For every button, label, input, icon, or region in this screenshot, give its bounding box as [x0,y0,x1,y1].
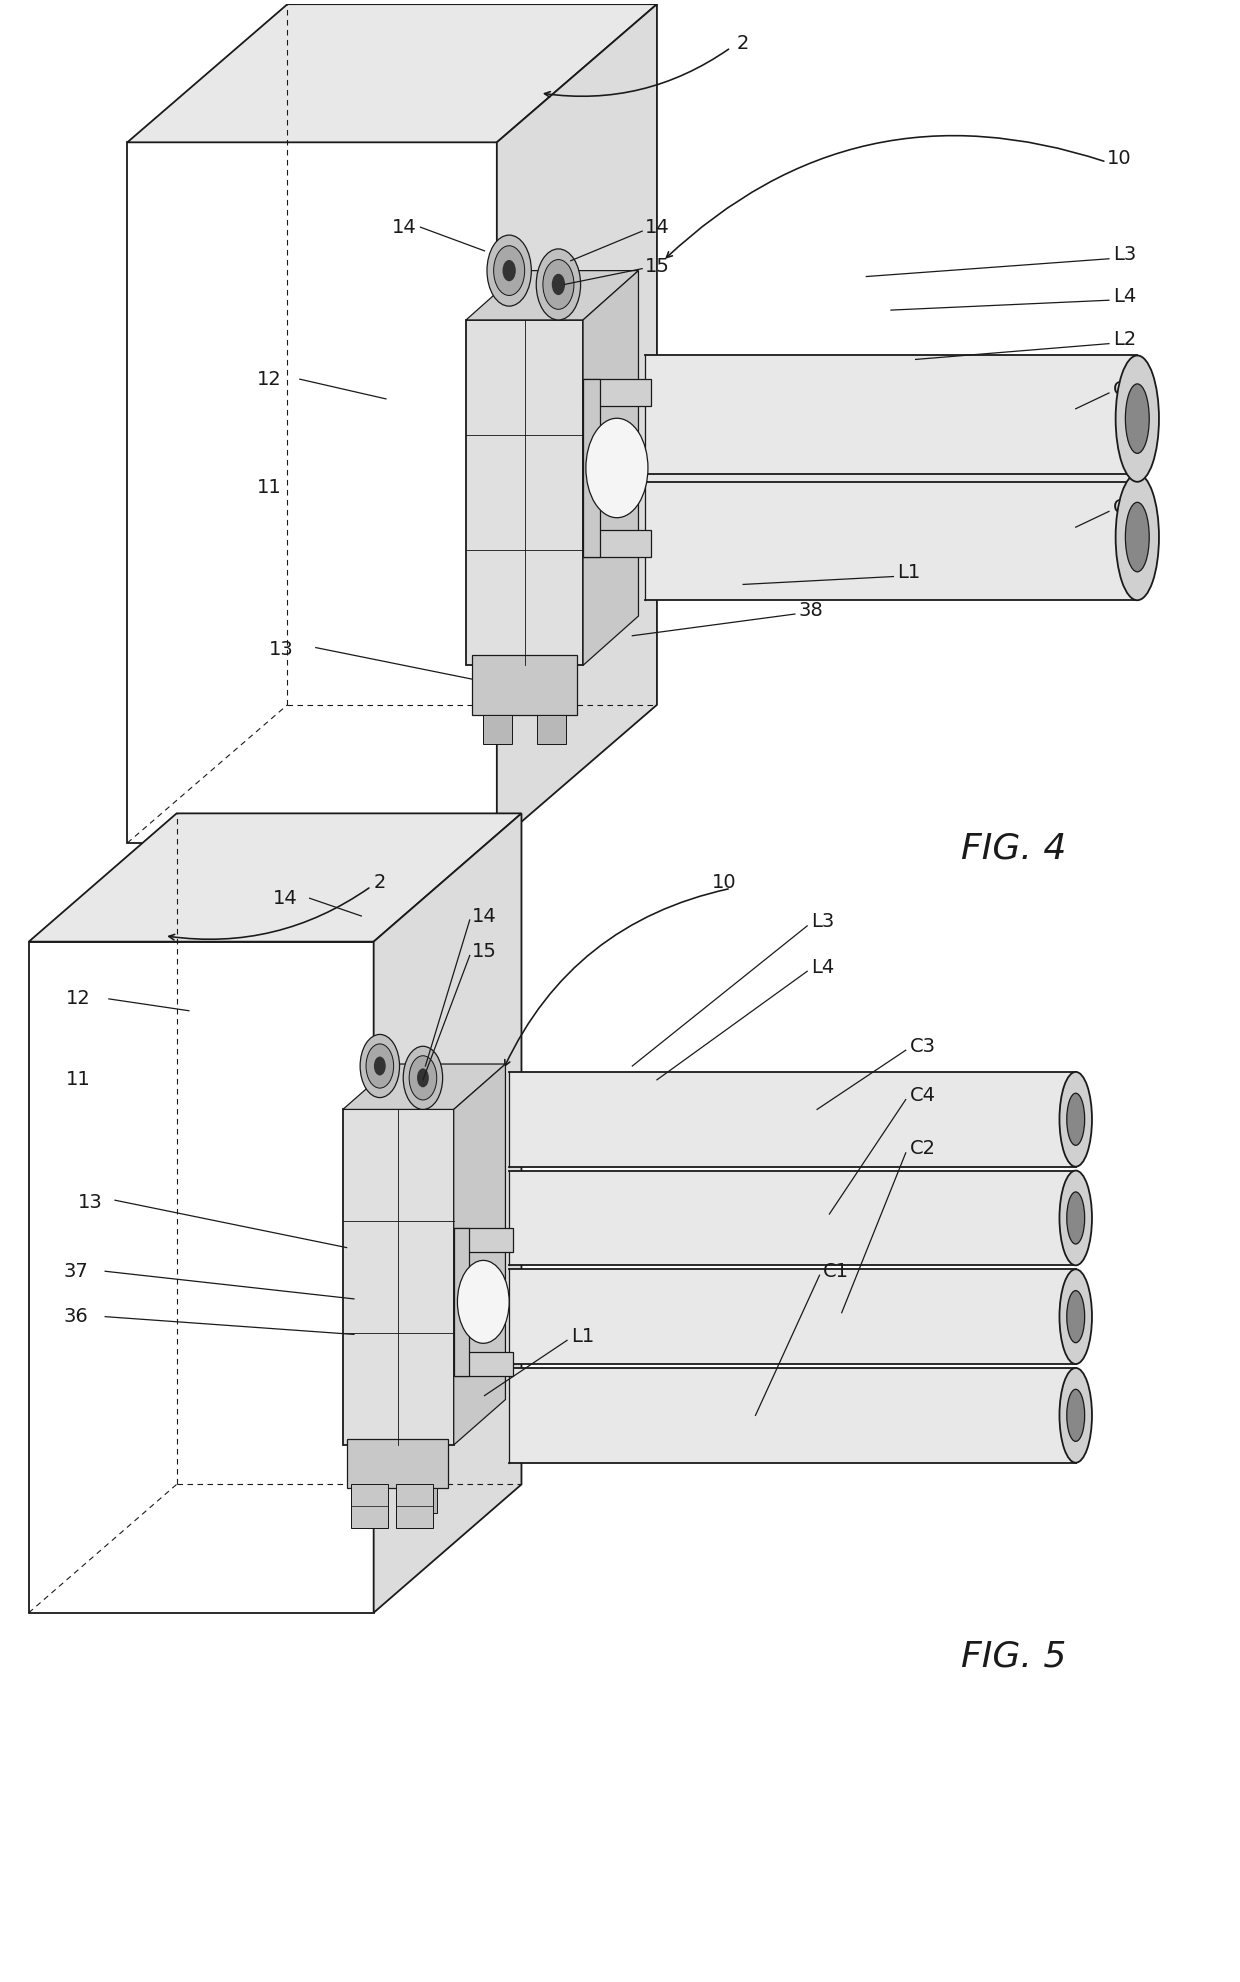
Ellipse shape [1059,1072,1092,1167]
Text: C2: C2 [1112,379,1138,398]
Circle shape [502,260,516,281]
Polygon shape [482,716,512,745]
Circle shape [366,1045,393,1088]
Circle shape [536,250,580,319]
Polygon shape [583,379,651,406]
Text: 10: 10 [712,872,737,892]
Polygon shape [343,1064,506,1110]
Polygon shape [351,1485,388,1528]
Text: 14: 14 [472,906,497,926]
Circle shape [374,1056,386,1076]
Text: 13: 13 [78,1193,103,1211]
Text: 10: 10 [1106,149,1131,168]
Text: L1: L1 [570,1326,594,1346]
Ellipse shape [1059,1171,1092,1265]
Text: L4: L4 [1112,287,1136,305]
Text: C3: C3 [909,1037,935,1056]
Text: C4: C4 [909,1086,935,1106]
Text: L3: L3 [1112,246,1136,264]
Circle shape [552,274,565,295]
Text: 38: 38 [799,601,823,620]
Text: L4: L4 [811,957,835,977]
Polygon shape [373,813,522,1613]
Circle shape [360,1035,399,1098]
Text: L1: L1 [897,563,920,583]
Ellipse shape [1066,1389,1085,1441]
Text: 14: 14 [392,218,417,236]
Polygon shape [583,272,639,666]
Text: L2: L2 [1112,331,1136,349]
Ellipse shape [1116,474,1159,601]
Polygon shape [409,1488,438,1512]
Text: 12: 12 [257,371,281,388]
Polygon shape [454,1352,513,1376]
FancyBboxPatch shape [510,1368,1076,1463]
FancyBboxPatch shape [645,474,1137,601]
Ellipse shape [1059,1368,1092,1463]
Text: 2: 2 [737,34,749,54]
FancyBboxPatch shape [510,1268,1076,1364]
Text: 2: 2 [373,872,386,892]
Polygon shape [346,1439,448,1488]
Text: 36: 36 [63,1308,88,1326]
Ellipse shape [1126,501,1149,571]
Polygon shape [497,4,657,842]
Text: C1: C1 [1112,497,1138,517]
Text: 37: 37 [63,1263,88,1280]
Circle shape [487,236,531,305]
Circle shape [543,260,574,309]
Polygon shape [466,272,639,319]
Polygon shape [454,1227,513,1251]
Polygon shape [128,4,657,143]
Polygon shape [454,1227,469,1376]
Text: C2: C2 [909,1140,935,1157]
Ellipse shape [1059,1268,1092,1364]
FancyBboxPatch shape [510,1072,1076,1167]
Polygon shape [357,1488,384,1512]
Polygon shape [29,941,373,1613]
Circle shape [417,1068,429,1088]
Text: 14: 14 [273,888,298,908]
Circle shape [585,418,649,517]
Polygon shape [29,813,522,941]
Circle shape [458,1261,510,1344]
Text: FIG. 5: FIG. 5 [961,1639,1066,1673]
Text: 12: 12 [66,989,91,1009]
Ellipse shape [1066,1290,1085,1342]
Text: FIG. 4: FIG. 4 [961,832,1066,866]
FancyBboxPatch shape [645,355,1137,482]
Ellipse shape [1116,355,1159,482]
Text: 13: 13 [269,640,294,660]
Circle shape [494,246,525,295]
FancyBboxPatch shape [510,1171,1076,1265]
Ellipse shape [1066,1094,1085,1146]
Polygon shape [583,379,600,557]
Text: 15: 15 [472,941,497,961]
Ellipse shape [1066,1191,1085,1245]
Polygon shape [583,529,651,557]
Polygon shape [343,1110,454,1445]
Text: 11: 11 [257,478,281,497]
Polygon shape [454,1064,506,1445]
Ellipse shape [1126,385,1149,454]
Text: 14: 14 [645,218,670,236]
Text: L3: L3 [811,912,835,932]
Polygon shape [537,716,567,745]
Circle shape [409,1056,436,1100]
Polygon shape [128,143,497,842]
Polygon shape [466,319,583,666]
Circle shape [403,1046,443,1110]
Text: 11: 11 [66,1070,91,1090]
Text: C1: C1 [823,1263,849,1280]
Text: 15: 15 [645,258,670,275]
Polygon shape [472,656,577,716]
Polygon shape [396,1485,433,1528]
